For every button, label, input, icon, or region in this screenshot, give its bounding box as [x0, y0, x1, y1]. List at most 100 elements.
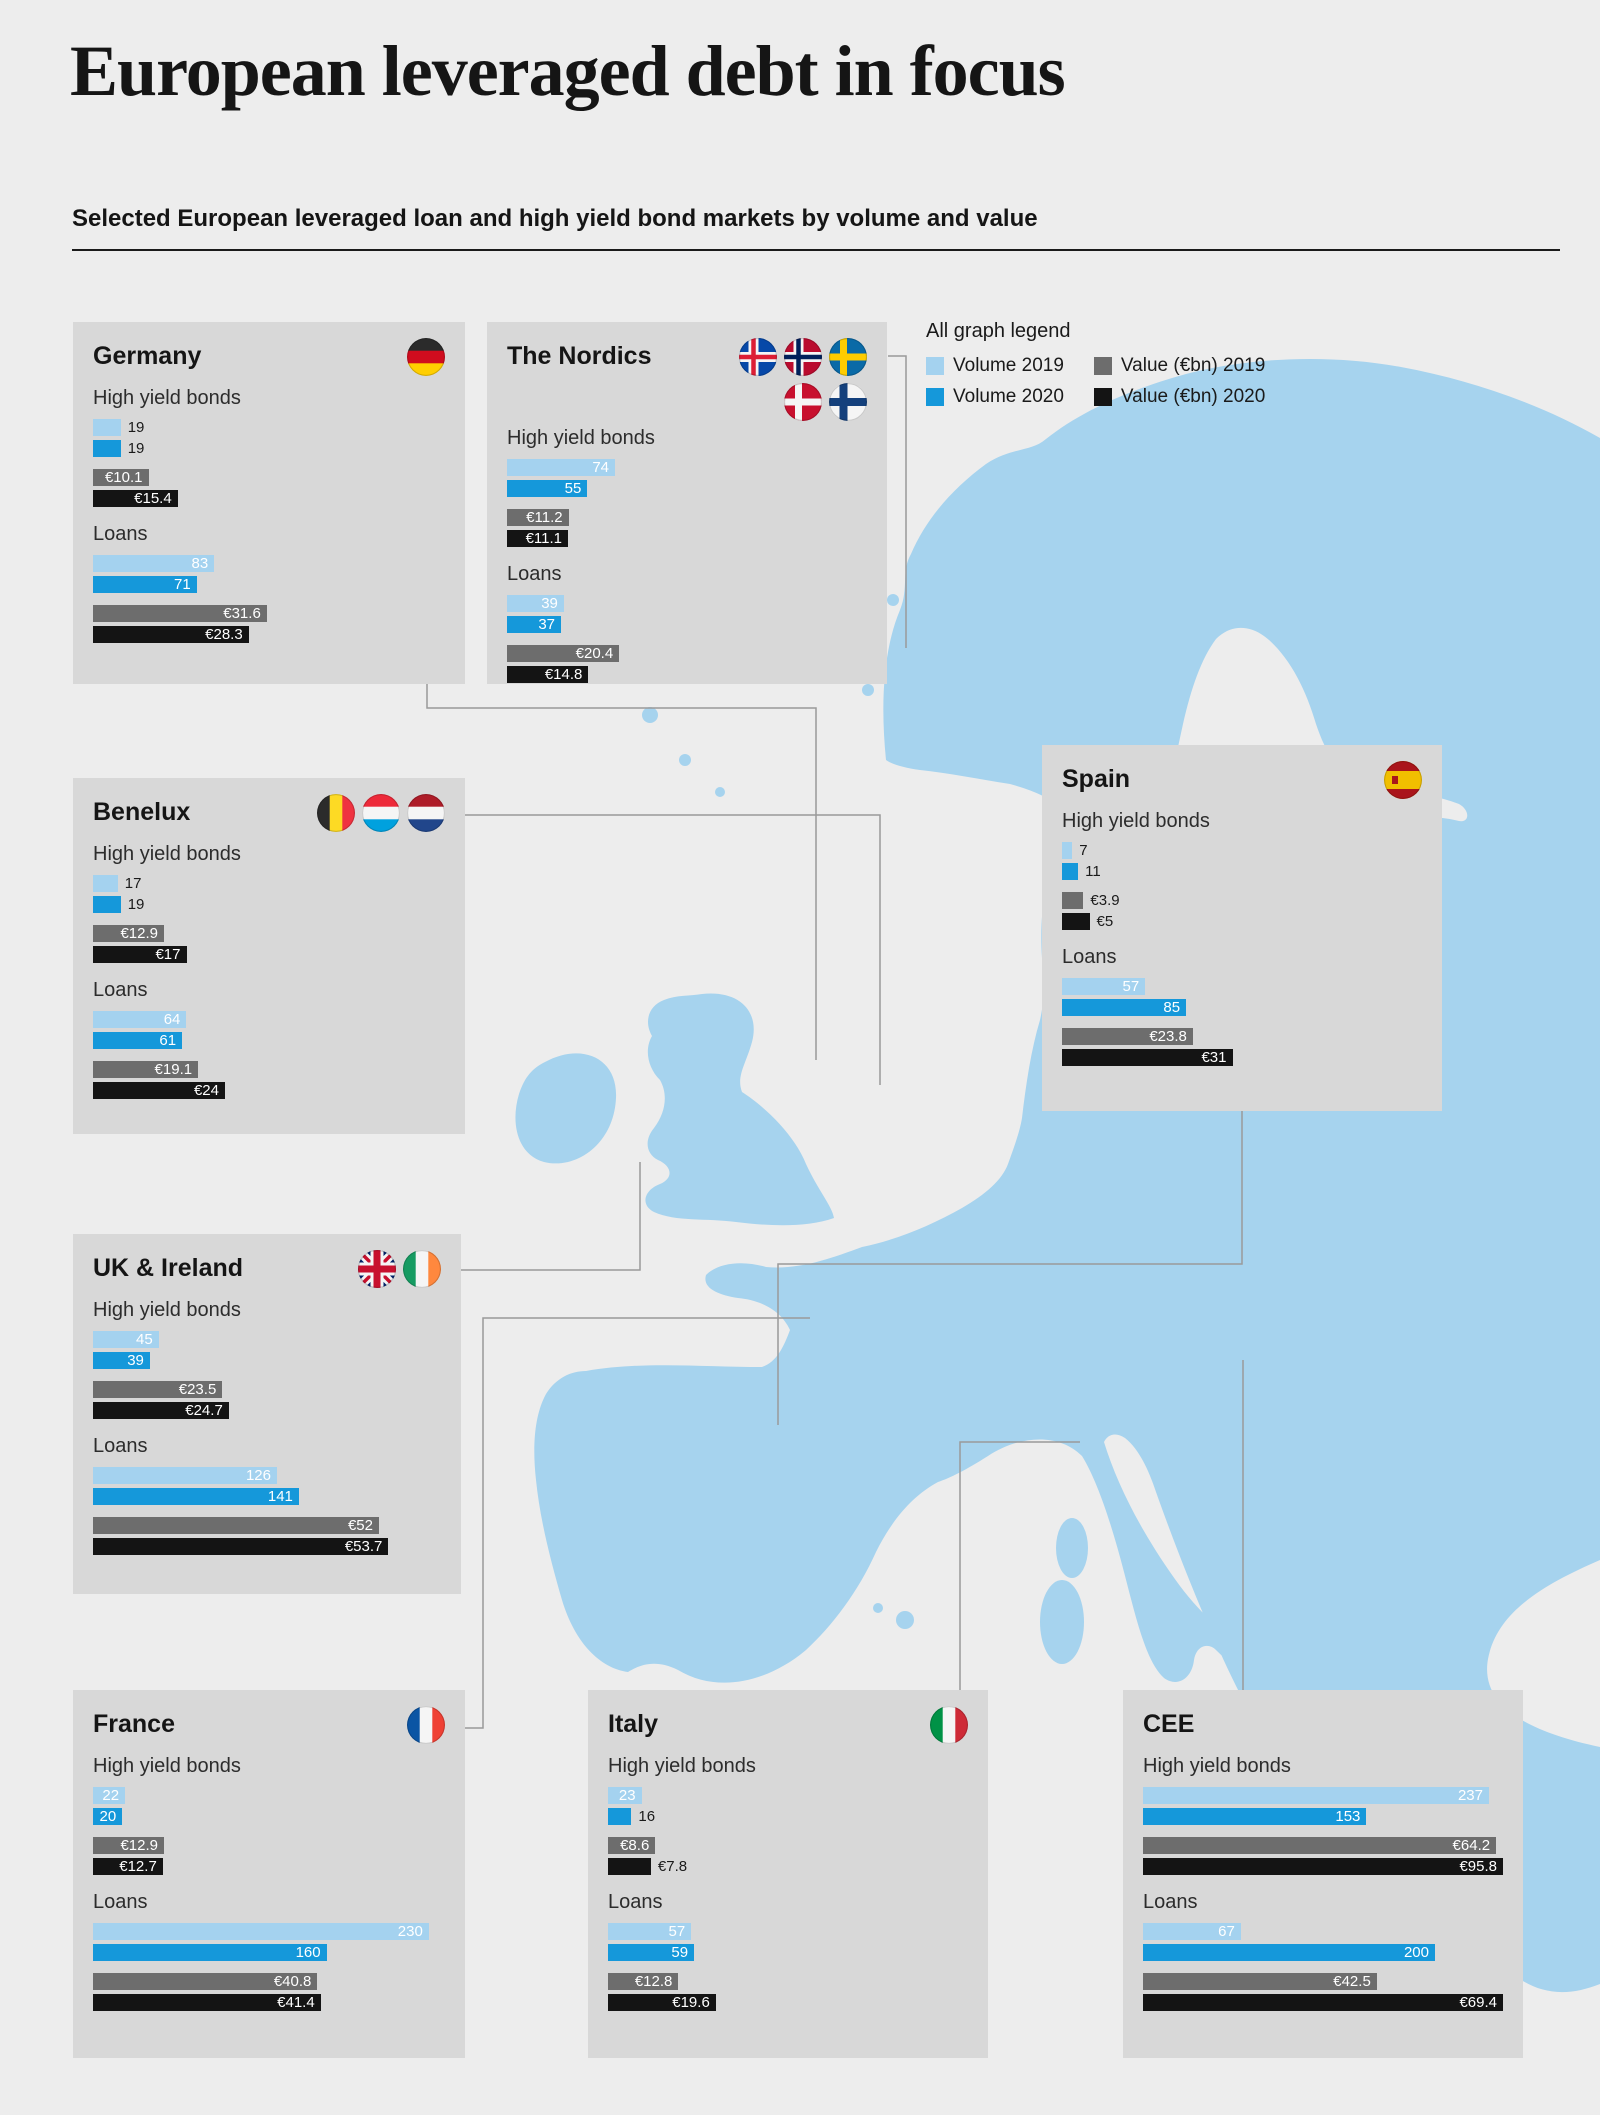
bar-volume-2020-bar: 55: [507, 480, 588, 497]
bar-volume-2019-bar: 126: [93, 1467, 277, 1484]
bar-volume-2020-label: 39: [127, 1352, 144, 1369]
britain-island: [645, 993, 834, 1226]
legend-item: Value (€bn) 2019: [1093, 355, 1265, 377]
bar-value-2019-label: €23.8: [1149, 1028, 1187, 1045]
bar-value-2019-label: €12.8: [634, 1973, 673, 1990]
bar-value-2019-label: €10.1: [104, 469, 143, 486]
panel-benelux: Benelux High yield bonds 17 19 €12.9 €17 Lo…: [73, 778, 465, 1134]
bar-value-2019-bar: €11.2: [507, 509, 569, 526]
bar-value-2019-bar: €23.5: [93, 1381, 223, 1398]
bar-value-2020: €24: [93, 1082, 445, 1099]
bar-value-2020-label: €17: [155, 946, 181, 963]
bar-volume-2019-label: 237: [1457, 1787, 1483, 1804]
bar-volume-2019-bar: 230: [93, 1923, 429, 1940]
legend-item: Value (€bn) 2020: [1093, 386, 1265, 408]
bar-volume-2019-bar: 39: [507, 595, 564, 612]
bar-value-2019-bar: €12.8: [608, 1973, 679, 1990]
bar-value-2020-bar: €53.7: [93, 1538, 389, 1555]
connector-lines: [426, 355, 1244, 1729]
bar-value-2019-bar: €64.2: [1143, 1837, 1497, 1854]
panel-header: CEE: [1143, 1706, 1503, 1749]
bar-volume-2020-bar: 85: [1062, 999, 1187, 1016]
bar-volume-2019-bar: 74: [507, 459, 615, 476]
panel-uk-ireland: UK & Ireland High yield bonds 45 39 €23.5 €…: [73, 1234, 461, 1594]
bar-volume-2020: 141: [93, 1488, 441, 1505]
panel-title: Spain: [1062, 765, 1131, 793]
panel-spain: Spain High yield bonds 7 11 €3.9 €5 Loans 5…: [1042, 745, 1442, 1111]
bar-volume-2019: 67: [1143, 1923, 1503, 1940]
bar-value-2020-label: €53.7: [344, 1538, 383, 1555]
bar-volume-2019-label: 45: [136, 1331, 153, 1348]
bar-value-2019-label: €12.9: [120, 925, 158, 942]
bar-volume-2019: 23: [608, 1787, 968, 1804]
bar-value-2020-label: €24: [193, 1082, 219, 1099]
bar-value-2019: €19.1: [93, 1061, 445, 1078]
loans-bars: 64 61 €19.1 €24: [93, 1011, 445, 1099]
legend-label: Volume 2019: [953, 355, 1064, 376]
bar-volume-2020-label: 59: [671, 1944, 689, 1961]
bar-volume-2019-label: 74: [592, 459, 609, 476]
panel-header: Spain: [1062, 761, 1422, 804]
panel-france: France High yield bonds 22 20 €12.9 €12.7 L…: [73, 1690, 465, 2058]
bar-value-2019-bar: €10.1: [93, 469, 149, 486]
flag-is-icon: [739, 338, 777, 376]
connector-germany: [426, 684, 817, 1060]
bar-value-2019-label: €8.6: [620, 1837, 650, 1854]
high-yield-bonds-bars: 74 55 €11.2 €11.1: [507, 459, 867, 547]
bar-value-2019: €31.6: [93, 605, 445, 622]
bar-value-2019: €12.9: [93, 925, 445, 942]
high-yield-bonds-bars: 7 11 €3.9 €5: [1062, 842, 1422, 930]
legend-label: Volume 2020: [953, 386, 1064, 407]
bar-value-2019-label: €23.5: [178, 1381, 217, 1398]
high-yield-bonds-bars: 45 39 €23.5 €24.7: [93, 1331, 441, 1419]
page-title: European leveraged debt in focus: [70, 31, 1066, 111]
bar-volume-2020: 39: [93, 1352, 441, 1369]
panel-header: France: [93, 1706, 445, 1749]
page-subtitle: Selected European leveraged loan and hig…: [72, 205, 1038, 232]
bar-volume-2020-label: 85: [1163, 999, 1181, 1016]
bar-volume-2020-label: 71: [174, 576, 191, 593]
bar-volume-2020-label: 11: [1085, 863, 1101, 880]
bar-value-2020: €41.4: [93, 1994, 445, 2011]
bar-value-2019: €12.9: [93, 1837, 445, 1854]
high-yield-bonds-bars: 237 153 €64.2 €95.8: [1143, 1787, 1503, 1875]
bar-volume-2019-label: 57: [668, 1923, 686, 1940]
section-label-high-yield-bonds: High yield bonds: [93, 1755, 241, 1777]
panel-title: Italy: [608, 1710, 659, 1738]
section-label-high-yield-bonds: High yield bonds: [93, 387, 241, 409]
bar-volume-2019: 39: [507, 595, 867, 612]
panel-flags: [1290, 761, 1422, 799]
bar-value-2020-label: €11.1: [525, 530, 562, 547]
bar-volume-2019: 7: [1062, 842, 1422, 859]
flag-ie-icon: [403, 1250, 441, 1288]
panel-flags: [309, 1250, 441, 1288]
panel-title: Benelux: [93, 798, 191, 826]
flag-no-icon: [784, 338, 822, 376]
bar-volume-2020-label: 141: [267, 1488, 293, 1505]
bar-value-2019-bar: €20.4: [507, 645, 620, 662]
bar-value-2020-bar: €12.7: [93, 1858, 163, 1875]
flag-it-icon: [930, 1706, 968, 1744]
section-label-high-yield-bonds: High yield bonds: [608, 1755, 756, 1777]
bar-value-2020-label: €7.8: [657, 1858, 688, 1875]
panel-flags: [313, 1706, 445, 1744]
continental-europe: [534, 358, 1600, 1993]
bar-volume-2020-bar: 37: [507, 616, 561, 633]
bar-volume-2020-label: 19: [127, 896, 145, 913]
bar-value-2019-bar: €12.9: [93, 925, 164, 942]
bar-volume-2020-bar: 160: [93, 1944, 327, 1961]
bar-value-2019-label: €52: [347, 1517, 373, 1534]
bar-value-2019-label: €42.5: [1333, 1973, 1371, 1990]
bar-value-2020-bar: €19.6: [608, 1994, 716, 2011]
bar-value-2019: €42.5: [1143, 1973, 1503, 1990]
bar-value-2020-bar: €24.7: [93, 1402, 229, 1419]
bar-value-2020-bar: €17: [93, 946, 187, 963]
flag-se-icon: [829, 338, 867, 376]
bar-volume-2020: 19: [93, 896, 445, 913]
loans-bars: 83 71 €31.6 €28.3: [93, 555, 445, 643]
section-label-loans: Loans: [93, 1891, 148, 1913]
section-label-loans: Loans: [93, 523, 148, 545]
bar-volume-2019-label: 22: [102, 1787, 120, 1804]
legend-swatch-icon: [1093, 388, 1112, 406]
